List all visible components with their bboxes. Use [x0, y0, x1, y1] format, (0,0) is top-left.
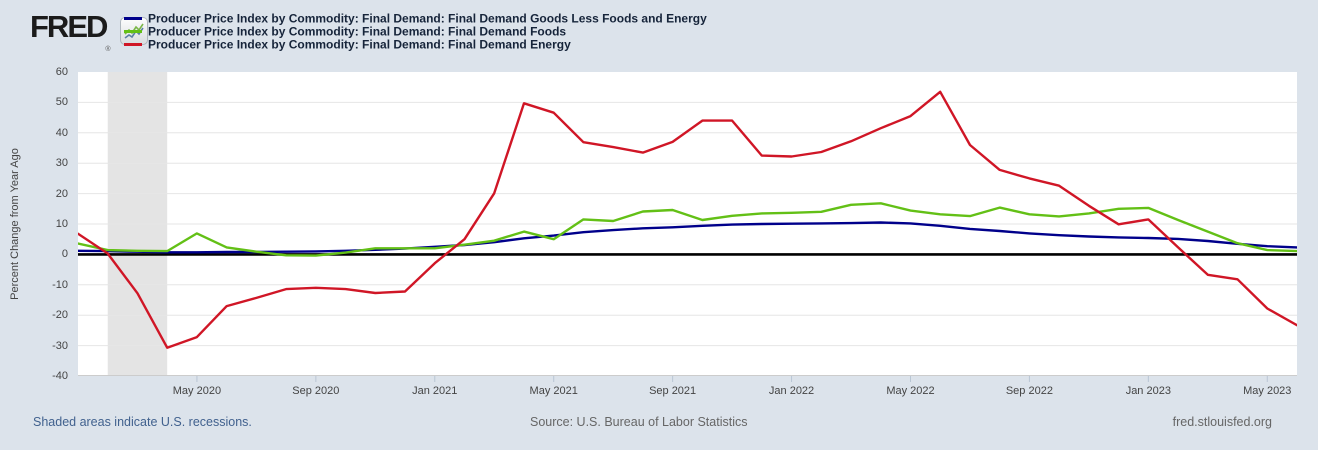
y-axis-label: -10	[52, 278, 68, 291]
series-line-1	[76, 202, 1299, 257]
x-axis-label: Sep 2021	[649, 385, 697, 397]
legend-item-goods: Producer Price Index by Commodity: Final…	[124, 12, 707, 25]
y-axis-label: 10	[55, 218, 68, 230]
fred-logo: FRED®	[30, 9, 149, 53]
legend-item-energy: Producer Price Index by Commodity: Final…	[124, 38, 707, 51]
x-axis-label: Sep 2022	[1005, 385, 1053, 397]
x-axis-label: Jan 2021	[412, 385, 458, 397]
y-axis-label: 40	[55, 126, 68, 139]
y-axis-label: -40	[52, 370, 68, 382]
x-axis-label: Jan 2022	[768, 385, 815, 397]
x-axis-label: May 2023	[1243, 385, 1292, 397]
legend-line-swatch-green	[124, 30, 142, 34]
recession-note: Shaded areas indicate U.S. recessions.	[33, 415, 252, 429]
x-axis-label: May 2020	[172, 385, 222, 397]
y-axis-label: 0	[61, 248, 68, 261]
fred-logo-text: FRED	[30, 9, 108, 44]
legend-label: Producer Price Index by Commodity: Final…	[148, 11, 707, 26]
y-axis-label: 60	[55, 66, 68, 78]
x-axis-label: May 2022	[886, 385, 935, 397]
fred-url: fred.stlouisfed.org	[1172, 415, 1272, 429]
registered-trademark-symbol: ®	[105, 45, 111, 53]
legend-line-swatch-blue	[124, 17, 142, 21]
plot-area[interactable]	[76, 72, 1299, 383]
x-axis-label: May 2021	[529, 385, 578, 397]
chart-canvas	[76, 72, 1299, 382]
x-axis-label: Jan 2023	[1125, 385, 1171, 397]
y-axis-label: -30	[52, 339, 68, 352]
y-axis-label: 30	[55, 157, 68, 170]
series-line-2	[76, 90, 1299, 349]
series-line-0	[76, 221, 1299, 254]
source-note: Source: U.S. Bureau of Labor Statistics	[530, 415, 748, 429]
legend-item-foods: Producer Price Index by Commodity: Final…	[124, 25, 707, 38]
legend-line-swatch-red	[124, 43, 142, 47]
chart-legend: Producer Price Index by Commodity: Final…	[124, 12, 707, 51]
legend-label: Producer Price Index by Commodity: Final…	[148, 24, 567, 39]
y-axis-label: -20	[52, 309, 68, 322]
legend-label: Producer Price Index by Commodity: Final…	[148, 37, 571, 52]
x-axis-label: Sep 2020	[292, 385, 340, 397]
y-axis-label: 50	[55, 96, 68, 109]
y-axis-label: 20	[55, 187, 68, 200]
